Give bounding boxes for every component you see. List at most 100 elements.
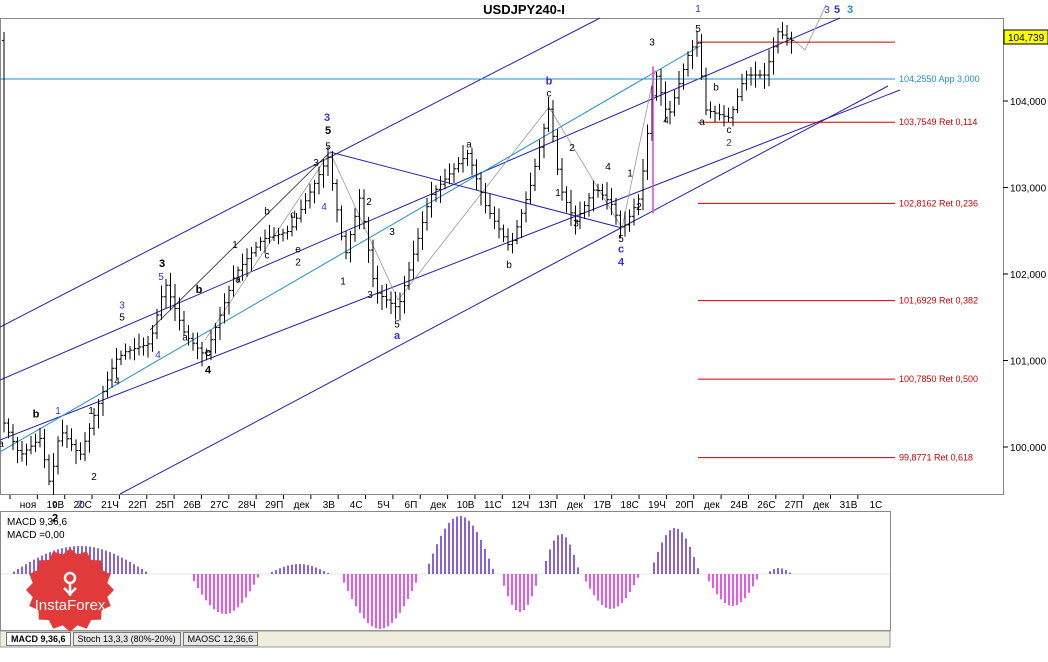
price-bar bbox=[465, 149, 470, 167]
price-bar bbox=[182, 311, 186, 336]
time-tick-label: 1С bbox=[869, 500, 882, 511]
price-bar bbox=[294, 213, 299, 231]
price-bar bbox=[510, 232, 515, 254]
price-bar bbox=[686, 51, 690, 77]
price-bar bbox=[191, 332, 195, 351]
time-tick-label: 13П bbox=[538, 500, 556, 511]
wave-label: a bbox=[182, 333, 188, 344]
price-bar bbox=[767, 49, 771, 87]
wave-label: b bbox=[713, 83, 719, 94]
price-bar bbox=[213, 323, 218, 354]
wave-label: 4 bbox=[321, 202, 327, 213]
level-label: 101,6929 Ret 0,382 bbox=[899, 296, 978, 306]
price-tick-label: 103,000 bbox=[1010, 184, 1047, 195]
wave-label: 5 bbox=[618, 234, 624, 245]
price-bar bbox=[141, 337, 146, 356]
price-bar bbox=[654, 71, 659, 101]
price-bar bbox=[690, 39, 695, 69]
price-bar bbox=[596, 183, 600, 198]
price-bar bbox=[177, 297, 182, 331]
price-bar bbox=[87, 423, 92, 453]
price-bar bbox=[15, 437, 20, 464]
price-bar bbox=[263, 229, 267, 254]
price-bar bbox=[497, 208, 501, 239]
price-bar bbox=[132, 338, 137, 361]
price-bar bbox=[384, 283, 389, 308]
time-tick-label: 29П bbox=[265, 500, 283, 511]
price-bar bbox=[699, 33, 704, 80]
price-bar bbox=[38, 427, 42, 448]
tab-stoch[interactable]: Stoch 13,3,3 (80%-20%) bbox=[72, 632, 181, 646]
price-bar bbox=[375, 265, 380, 304]
price-bar bbox=[60, 419, 65, 447]
price-bar bbox=[69, 428, 74, 451]
price-bar bbox=[681, 63, 686, 90]
price-bar bbox=[281, 228, 285, 242]
price-bar bbox=[308, 183, 312, 209]
price-bar bbox=[456, 156, 461, 173]
level-label: 100,7850 Ret 0,500 bbox=[899, 374, 978, 384]
price-bar bbox=[735, 88, 740, 114]
price-bar bbox=[195, 332, 200, 360]
price-bar bbox=[128, 346, 132, 360]
price-bar bbox=[20, 440, 24, 462]
price-bar bbox=[672, 89, 677, 117]
price-bar bbox=[452, 163, 456, 183]
time-tick-label: 10В bbox=[457, 500, 475, 511]
wave-label: a bbox=[699, 117, 705, 128]
price-bar bbox=[582, 201, 587, 220]
price-bar bbox=[627, 209, 632, 232]
wave-label: c bbox=[205, 347, 211, 359]
tab-maosc[interactable]: MAOSC 12,36,6 bbox=[182, 632, 259, 646]
wave-label: a bbox=[466, 140, 472, 151]
wave-label: b bbox=[546, 76, 553, 88]
price-bar bbox=[402, 275, 407, 314]
price-bar bbox=[524, 191, 528, 223]
wave-label: e bbox=[295, 244, 301, 255]
price-tick-label: 104,000 bbox=[1010, 97, 1047, 108]
price-bar bbox=[92, 408, 96, 436]
price-bar bbox=[762, 62, 767, 89]
price-bar bbox=[24, 443, 29, 466]
price-bar bbox=[74, 439, 78, 465]
indicator-tabs: MACD 9,36,6 Stoch 13,3,3 (80%-20%) MAOSC… bbox=[6, 632, 259, 646]
price-bar bbox=[6, 418, 11, 439]
price-bar bbox=[137, 333, 141, 356]
time-tick-label: 25П bbox=[156, 500, 174, 511]
time-tick-label: 26С bbox=[757, 500, 775, 511]
level-label: 102,8162 Ret 0,236 bbox=[899, 198, 978, 208]
price-bar bbox=[713, 105, 717, 122]
price-bar bbox=[299, 199, 303, 223]
level-label: 99,8771 Ret 0,618 bbox=[899, 453, 973, 463]
price-bar bbox=[425, 198, 429, 231]
price-bar bbox=[173, 283, 177, 321]
price-bar bbox=[483, 182, 488, 214]
price-bar bbox=[258, 237, 263, 251]
price-bar bbox=[560, 158, 564, 201]
price-bar bbox=[218, 306, 222, 340]
price-bar bbox=[344, 230, 348, 260]
price-bar bbox=[362, 189, 366, 230]
tab-macd[interactable]: MACD 9,36,6 bbox=[6, 632, 71, 646]
channel-line bbox=[0, 17, 601, 328]
wave-label: a bbox=[0, 439, 4, 450]
price-bar bbox=[632, 198, 636, 226]
price-bar bbox=[339, 205, 344, 241]
wave-label: 2 bbox=[52, 512, 58, 524]
price-bar bbox=[479, 172, 483, 206]
price-bar bbox=[47, 454, 51, 486]
zigzag-line bbox=[204, 151, 331, 341]
price-bar bbox=[317, 166, 321, 195]
time-tick-label: 11С bbox=[484, 500, 502, 511]
wave-label: 5 bbox=[325, 141, 331, 152]
price-bar bbox=[200, 341, 204, 367]
price-bar bbox=[411, 240, 416, 280]
wave-label: 2 bbox=[366, 197, 372, 208]
price-bar bbox=[434, 185, 438, 202]
price-bar bbox=[366, 216, 371, 263]
wave-label: 4 bbox=[114, 377, 120, 388]
time-tick-label: 24В bbox=[730, 500, 748, 511]
price-bar bbox=[551, 100, 555, 143]
wave-label: 4 bbox=[618, 256, 625, 268]
price-bar bbox=[249, 247, 254, 271]
